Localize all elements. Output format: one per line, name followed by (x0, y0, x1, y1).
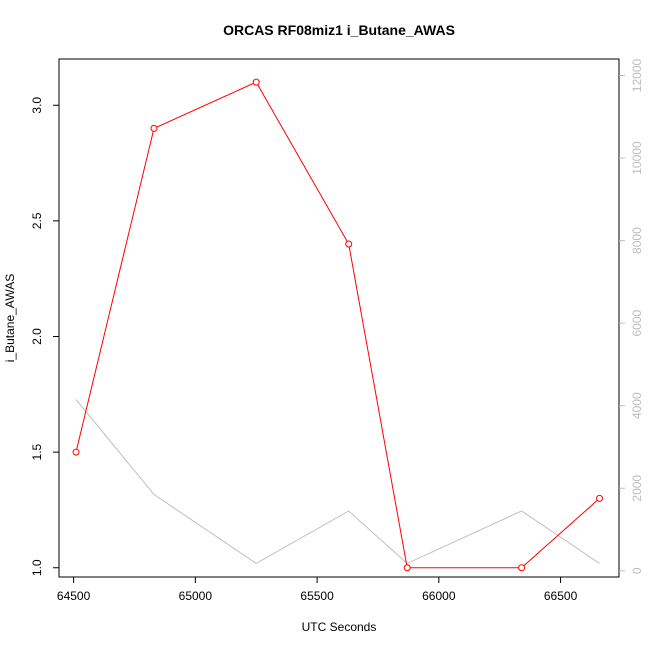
x-tick-label: 65000 (179, 589, 213, 603)
y2-tick-label: 6000 (630, 309, 644, 336)
y-tick-label: 2.5 (30, 212, 44, 229)
chart-title: ORCAS RF08miz1 i_Butane_AWAS (223, 22, 455, 38)
y2-axis: 0 2000 4000 6000 8000 10000 12000 (619, 59, 644, 574)
y-axis-label: i_Butane_AWAS (3, 274, 17, 363)
y-axis: 1.0 1.5 2.0 2.5 3.0 (30, 97, 59, 576)
data-point (596, 494, 604, 502)
y-tick-label: 1.0 (30, 559, 44, 576)
y2-tick-label: 4000 (630, 392, 644, 419)
data-point (252, 78, 260, 86)
y2-tick-label: 2000 (630, 475, 644, 502)
data-point (72, 448, 80, 456)
x-tick-label: 66500 (544, 589, 578, 603)
grey-series-line (75, 399, 600, 564)
y-tick-label: 3.0 (30, 97, 44, 114)
series-layer (72, 78, 604, 572)
x-axis-label: UTC Seconds (302, 620, 377, 634)
data-point (345, 240, 353, 248)
y-tick-label: 1.5 (30, 443, 44, 460)
x-tick-label: 65500 (300, 589, 334, 603)
y2-tick-label: 12000 (630, 59, 644, 93)
plot-frame (58, 58, 620, 578)
x-tick-label: 66000 (422, 589, 456, 603)
y2-tick-label: 10000 (630, 141, 644, 175)
data-point (150, 124, 158, 132)
x-axis: 64500 65000 65500 66000 66500 (57, 577, 578, 603)
x-tick-label: 64500 (57, 589, 91, 603)
data-point (518, 564, 526, 572)
data-point (403, 564, 411, 572)
y2-tick-label: 0 (630, 567, 644, 574)
y-tick-label: 2.0 (30, 328, 44, 345)
y2-tick-label: 8000 (630, 227, 644, 254)
